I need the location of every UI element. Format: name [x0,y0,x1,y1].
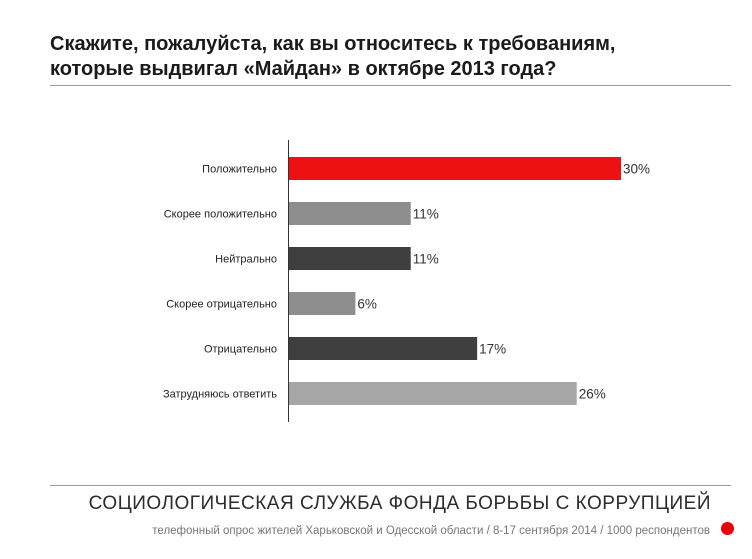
category-label: Положительно [202,164,277,176]
value-label: 30% [623,162,650,177]
category-label: Отрицательно [204,344,277,356]
value-label: 17% [479,342,506,357]
category-label: Скорее отрицательно [166,299,277,311]
bar [289,337,478,360]
value-label: 11% [413,207,439,222]
chart-title-line-2: которые выдвигал «Майдан» в октябре 2013… [50,58,557,80]
category-label: Нейтрально [215,254,277,266]
value-label: 26% [579,387,606,402]
brand-dot-icon [721,522,734,535]
chart-title-line-1: Скажите, пожалуйста, как вы относитесь к… [50,33,616,55]
top-divider [50,85,731,86]
value-label: 11% [413,252,439,267]
bars-group: Положительно 30% Скорее положительно 11% Ней… [163,157,650,405]
organization-name: СОЦИОЛОГИЧЕСКАЯ СЛУЖБА ФОНДА БОРЬБЫ С КО… [88,493,711,514]
bar [289,157,621,180]
bar [289,202,411,225]
value-label: 6% [357,297,377,312]
bottom-divider [50,485,731,486]
chart-title: Скажите, пожалуйста, как вы относитесь к… [50,32,730,82]
bar [289,292,356,315]
category-label: Затрудняюсь ответить [163,389,277,401]
bar [289,382,577,405]
category-label: Скорее положительно [164,209,277,221]
survey-note: телефонный опрос жителей Харьковской и О… [152,525,710,537]
bar [289,247,411,270]
